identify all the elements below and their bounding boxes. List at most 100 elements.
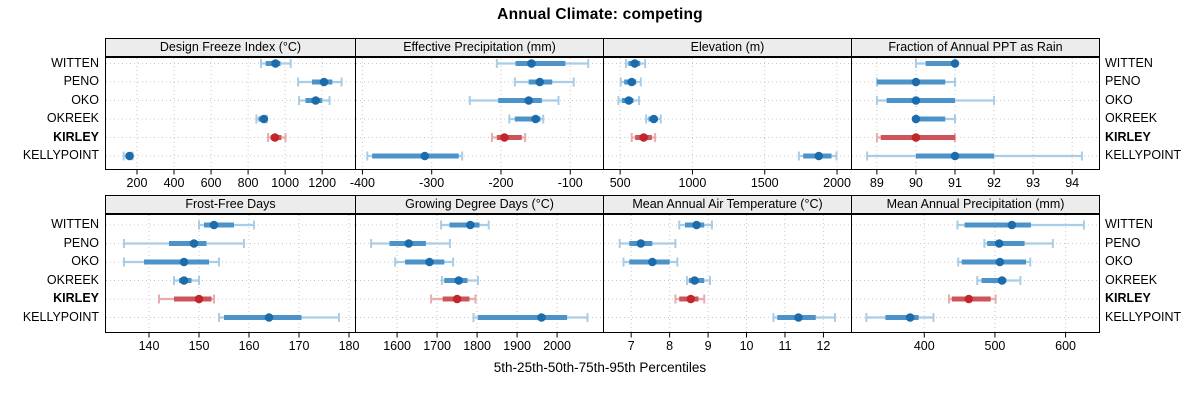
series-kirley [674,294,706,304]
tick-label: 2000 [823,176,851,190]
tick-label: 91 [948,176,962,190]
site-label-left-okreek: OKREEK [46,272,99,287]
tick-label: 200 [127,176,148,190]
panel-title: Growing Degree Days (°C) [405,197,554,212]
series-okreek [645,114,662,124]
series-peno [370,239,451,248]
tick-label: -300 [419,176,444,190]
series-kirley [430,294,477,304]
tick-label: 1600 [383,339,411,353]
series-witten [678,220,713,230]
panel-strip-2: Elevation (m) [603,38,852,57]
tick-label: 93 [1026,176,1040,190]
tick-label: 600 [1055,339,1076,353]
series-kellypoint [797,151,838,161]
tick-label: 7 [628,339,635,353]
panel-plot-4: 140 150 160 170 180 [105,214,359,353]
tick-label: 1700 [423,339,451,353]
series-peno [513,77,575,87]
series-peno [875,77,956,87]
tick-label: 92 [987,176,1001,190]
panel-title: Mean Annual Precipitation (mm) [886,197,1065,212]
tick-label: 11 [778,339,791,353]
panel-strip-3: Fraction of Annual PPT as Rain [851,38,1100,57]
panel-strip-0: Design Freeze Index (°C) [105,38,356,57]
site-label-left-witten: WITTEN [51,217,99,231]
series-witten [260,59,292,68]
series-kellypoint [122,151,134,161]
site-label-right-oko: OKO [1105,254,1133,268]
panel-plot-5: 1600 1700 1800 1900 2000 [355,214,604,353]
tick-label: 2000 [543,339,571,353]
series-witten [956,220,1085,230]
tick-label: 94 [1065,176,1079,190]
series-okreek [976,276,1022,285]
panel-title: Elevation (m) [690,40,765,55]
tick-label: 10 [740,339,754,353]
series-kirley [948,294,997,304]
series-oko [468,96,560,105]
tick-label: -400 [350,176,375,190]
panel-plot-6: 7 8 9 10 11 12 [603,214,852,353]
site-label-left-kellypoint: KELLYPOINT [22,309,99,324]
site-label-right-okreek: OKREEK [1105,272,1158,287]
series-peno [297,77,343,87]
series-peno [619,77,642,87]
series-peno [618,239,677,248]
site-label-left-witten: WITTEN [51,55,99,70]
tick-label: 400 [914,339,935,353]
series-oko [123,257,220,267]
panel-title: Mean Annual Air Temperature (°C) [632,197,823,212]
series-okreek [255,114,269,124]
series-oko [617,96,641,105]
site-label-right-kellypoint: KELLYPOINT [1105,148,1182,162]
tick-label: 1000 [679,176,707,190]
site-label-right-kirley: KIRLEY [1105,291,1151,305]
series-oko [957,257,1032,267]
series-kirley [490,133,527,142]
site-label-right-peno: PENO [1105,74,1141,88]
site-label-right-peno: PENO [1105,235,1141,250]
tick-label: 90 [909,176,923,190]
panel-title: Fraction of Annual PPT as Rain [888,40,1063,55]
panel-title: Effective Precipitation (mm) [403,40,556,55]
series-witten [625,59,647,68]
x-axis-caption: 5th-25th-50th-75th-95th Percentiles [493,360,707,375]
series-okreek [508,114,545,124]
tick-label: 89 [870,176,884,190]
series-kirley [875,133,956,142]
series-oko [875,96,996,105]
tick-label: 800 [238,176,259,190]
series-witten [198,220,255,230]
tick-label: 500 [610,176,631,190]
site-label-left-kirley: KIRLEY [53,291,99,305]
tick-label: 1000 [271,176,299,190]
panel-strip-4: Frost-Free Days [105,195,356,214]
tick-label: 1900 [503,339,531,353]
panel-title: Design Freeze Index (°C) [159,40,302,55]
tick-label: 1200 [308,176,336,190]
series-kirley [630,133,657,142]
site-label-right-oko: OKO [1105,92,1133,107]
panel-strip-5: Growing Degree Days (°C) [355,195,604,214]
series-kellypoint [472,313,589,322]
panel-strip-6: Mean Annual Air Temperature (°C) [603,195,852,214]
series-peno [123,239,245,248]
tick-label: 160 [239,339,260,353]
panel-plot-2: 500 1000 1500 2000 [603,57,852,190]
panel-title: Frost-Free Days [185,197,276,212]
site-label-right-kirley: KIRLEY [1105,129,1151,144]
tick-label: 150 [189,339,210,353]
tick-label: 1800 [463,339,491,353]
series-okreek [911,114,956,124]
tick-label: 8 [666,339,673,353]
panel-plot-0: 200 400 600 800 1000 1200 [105,57,356,190]
tick-label: 1500 [751,176,779,190]
tick-label: 170 [289,339,310,353]
tick-label: 180 [339,339,360,353]
series-witten [914,59,960,68]
panel-plot-7: 400 500 600 [851,214,1100,353]
panel-strip-7: Mean Annual Precipitation (mm) [851,195,1100,214]
site-label-left-kirley: KIRLEY [53,129,99,144]
